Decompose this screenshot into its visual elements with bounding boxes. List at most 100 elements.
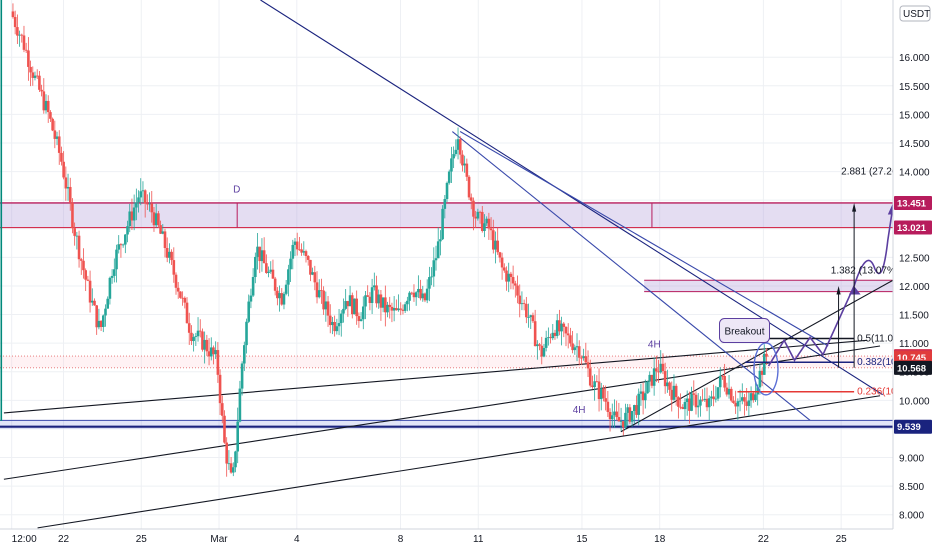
candle-body — [628, 407, 632, 422]
candle-body — [756, 387, 759, 395]
price-label-bg-0 — [894, 195, 932, 210]
candle-body — [610, 415, 614, 420]
candle-body — [238, 388, 242, 422]
candle-body — [146, 203, 149, 205]
candle-body — [311, 272, 314, 275]
candle-body — [161, 231, 165, 234]
candle-body — [747, 400, 751, 406]
candle-body — [209, 347, 213, 357]
candle-body — [97, 320, 101, 328]
candle-body — [86, 279, 90, 281]
candle-body — [582, 356, 585, 359]
y-tick-label: 14.000 — [899, 168, 930, 179]
candle-body — [529, 315, 533, 318]
candle-body — [538, 344, 541, 346]
candle-body — [40, 89, 43, 92]
candle-body — [317, 290, 321, 298]
candle-body — [269, 269, 273, 272]
candle-body — [157, 213, 160, 226]
candle-body — [395, 307, 398, 311]
candle-body — [60, 152, 63, 162]
candle-body — [710, 396, 713, 399]
candle-body — [450, 158, 453, 172]
candle-body — [77, 235, 81, 260]
candle-body — [115, 249, 118, 270]
candle-body — [216, 350, 220, 375]
candle-body — [152, 212, 156, 226]
candle-body — [245, 321, 248, 346]
candle-body — [126, 226, 129, 235]
candle-body — [124, 234, 127, 245]
candle-body — [458, 139, 462, 155]
y-tick-label: 16.000 — [899, 53, 930, 64]
candle-body — [663, 371, 667, 387]
candle-body — [181, 297, 184, 299]
candle-body — [249, 295, 253, 302]
candle-body — [436, 241, 440, 259]
candle-body — [55, 136, 59, 139]
candle-body — [732, 400, 735, 403]
candle-body — [630, 411, 634, 422]
candle-body — [121, 244, 125, 246]
x-tick-label: 25 — [136, 534, 148, 545]
candle-body — [525, 303, 528, 318]
candle-body — [379, 294, 383, 308]
x-tick-label: Mar — [210, 534, 228, 545]
candle-body — [694, 394, 698, 408]
candle-body — [403, 304, 407, 311]
candle-body — [295, 241, 299, 250]
candle-body — [445, 182, 449, 199]
candle-body — [562, 323, 566, 327]
currency-badge — [899, 5, 931, 22]
price-label-1: 13.021 — [897, 223, 927, 234]
candle-body — [606, 401, 610, 412]
candle-body — [696, 405, 700, 408]
candle-body — [93, 300, 96, 306]
candle-body — [194, 336, 198, 338]
price-label-0: 13.451 — [897, 198, 927, 209]
candle-body — [681, 407, 685, 410]
candle-body — [599, 388, 603, 400]
candle-body — [514, 283, 517, 286]
candle-body — [503, 267, 506, 271]
candle-body — [339, 313, 343, 324]
candle-body — [258, 246, 262, 262]
breakout-box — [719, 318, 771, 344]
candle-body — [333, 321, 336, 332]
candle-body — [633, 405, 636, 412]
candle-body — [183, 297, 187, 303]
candle-body — [66, 186, 70, 189]
candle-body — [346, 301, 350, 307]
candle-body — [637, 393, 641, 415]
candle-body — [386, 304, 389, 313]
fib-label-2: 0.236(10.150) — [857, 387, 919, 398]
candle-body — [254, 256, 257, 278]
candle-body — [243, 345, 246, 364]
candle-body — [282, 293, 286, 305]
candle-body — [657, 371, 660, 373]
candle-body — [469, 197, 473, 201]
candle-body — [309, 259, 312, 275]
candle-body — [447, 171, 451, 183]
candle-body — [723, 376, 726, 388]
candle-body — [485, 218, 488, 224]
candle-body — [62, 161, 65, 178]
candle-body — [452, 154, 455, 159]
x-tick-label: 25 — [836, 534, 848, 545]
candle-body — [20, 34, 24, 36]
y-tick-label: 8.500 — [899, 482, 924, 493]
candle-body — [478, 211, 482, 213]
x-tick-label: 15 — [576, 534, 588, 545]
candle-body — [410, 292, 414, 294]
candle-body — [430, 276, 433, 278]
candle-body — [192, 337, 195, 342]
candle-body — [27, 50, 30, 67]
candle-body — [641, 391, 645, 401]
candle-body — [586, 362, 590, 369]
candle-body — [265, 263, 268, 273]
candle-body — [68, 186, 72, 203]
candle-body — [24, 49, 28, 51]
candle-body — [287, 269, 290, 285]
candle-body — [322, 290, 325, 310]
